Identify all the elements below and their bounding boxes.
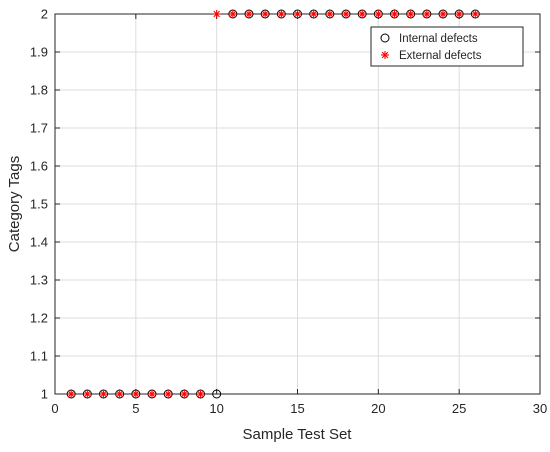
data-point-asterisk [471,10,480,18]
data-point-asterisk [131,390,140,398]
asterisk-stroke [407,10,414,18]
asterisk-stroke [67,390,75,398]
data-point-asterisk [390,10,399,18]
y-tick-label: 1.5 [30,197,48,212]
asterisk-stroke [472,10,479,18]
data-point-asterisk [293,10,302,18]
y-tick-label: 1.8 [30,83,48,98]
y-tick-label: 1 [41,387,48,402]
x-tick-label: 20 [371,401,385,416]
data-point-asterisk [164,390,173,398]
x-tick-label: 15 [290,401,304,416]
y-tick-label: 1.9 [30,45,48,60]
asterisk-stroke [326,10,334,18]
x-tick-label: 5 [132,401,139,416]
data-point-asterisk [245,10,253,18]
asterisk-stroke [310,10,317,18]
asterisk-stroke [132,390,140,398]
y-tick-labels: 1 1.1 1.2 1.3 1.4 1.5 1.6 1.7 1.8 1.9 2 [30,7,48,402]
legend-box [370,26,524,67]
data-point-asterisk [67,390,76,398]
data-point-asterisk [228,10,237,18]
asterisk-stroke [245,10,253,18]
x-axis-title: Sample Test Set [243,426,353,443]
data-point-asterisk [99,390,108,398]
data-point-asterisk [277,10,286,18]
data-point-asterisk [212,10,221,18]
data-point-asterisk [309,10,318,18]
series-2 [67,10,480,398]
data-point-circle [212,389,222,399]
asterisk-stroke [148,390,156,398]
data-point-asterisk [148,390,156,398]
x-tick-label: 10 [209,401,223,416]
data-point-asterisk [83,390,92,398]
asterisk-stroke [375,10,382,18]
data-point-asterisk [455,10,464,18]
x-tick-label: 0 [51,401,58,416]
asterisk-stroke [213,10,220,18]
chart-legend: Internal defects External defects [370,26,524,67]
y-tick-label: 2 [41,7,48,22]
asterisk-stroke [164,390,172,398]
asterisk-stroke [455,10,463,18]
legend-entries: Internal defects External defects [380,33,482,62]
data-point-asterisk [325,10,334,18]
data-point-asterisk [439,10,447,18]
data-series [66,9,480,399]
legend-marker-2 [381,51,389,59]
asterisk-stroke [116,390,123,398]
asterisk-stroke [261,10,269,18]
x-tick-labels: 0 5 10 15 20 25 30 [51,401,547,416]
y-axis-title: Category Tags [6,156,23,252]
y-tick-label: 1.2 [30,311,48,326]
asterisk-stroke [100,390,107,398]
data-point-asterisk [196,390,205,398]
data-point-asterisk [115,390,124,398]
asterisk-stroke [342,10,350,18]
data-point-asterisk [406,10,415,18]
asterisk-stroke [294,10,301,18]
x-tick-label: 30 [533,401,547,416]
y-tick-label: 1.6 [30,159,48,174]
asterisk-stroke [423,10,431,18]
asterisk-stroke [181,390,188,398]
data-point-asterisk [261,10,270,18]
asterisk-stroke [197,390,204,398]
grid-lines [54,13,541,395]
asterisk-stroke [391,10,398,18]
y-tick-label: 1.1 [30,349,48,364]
data-point-asterisk [374,10,383,18]
data-point-asterisk [358,10,367,18]
asterisk-stroke [439,10,447,18]
y-tick-label: 1.7 [30,121,48,136]
legend-label-2: External defects [399,50,482,62]
asterisk-stroke [84,390,91,398]
data-point-asterisk [342,10,350,18]
asterisk-stroke [358,10,366,18]
x-tick-label: 25 [452,401,466,416]
legend-label-1: Internal defects [399,33,478,45]
asterisk-stroke [381,51,389,59]
y-tick-label: 1.4 [30,235,48,250]
asterisk-stroke [278,10,285,18]
y-tick-label: 1.3 [30,273,48,288]
legend-marker-1 [380,33,390,43]
data-point-asterisk [180,390,189,398]
asterisk-stroke [229,10,237,18]
data-point-asterisk [422,10,431,18]
